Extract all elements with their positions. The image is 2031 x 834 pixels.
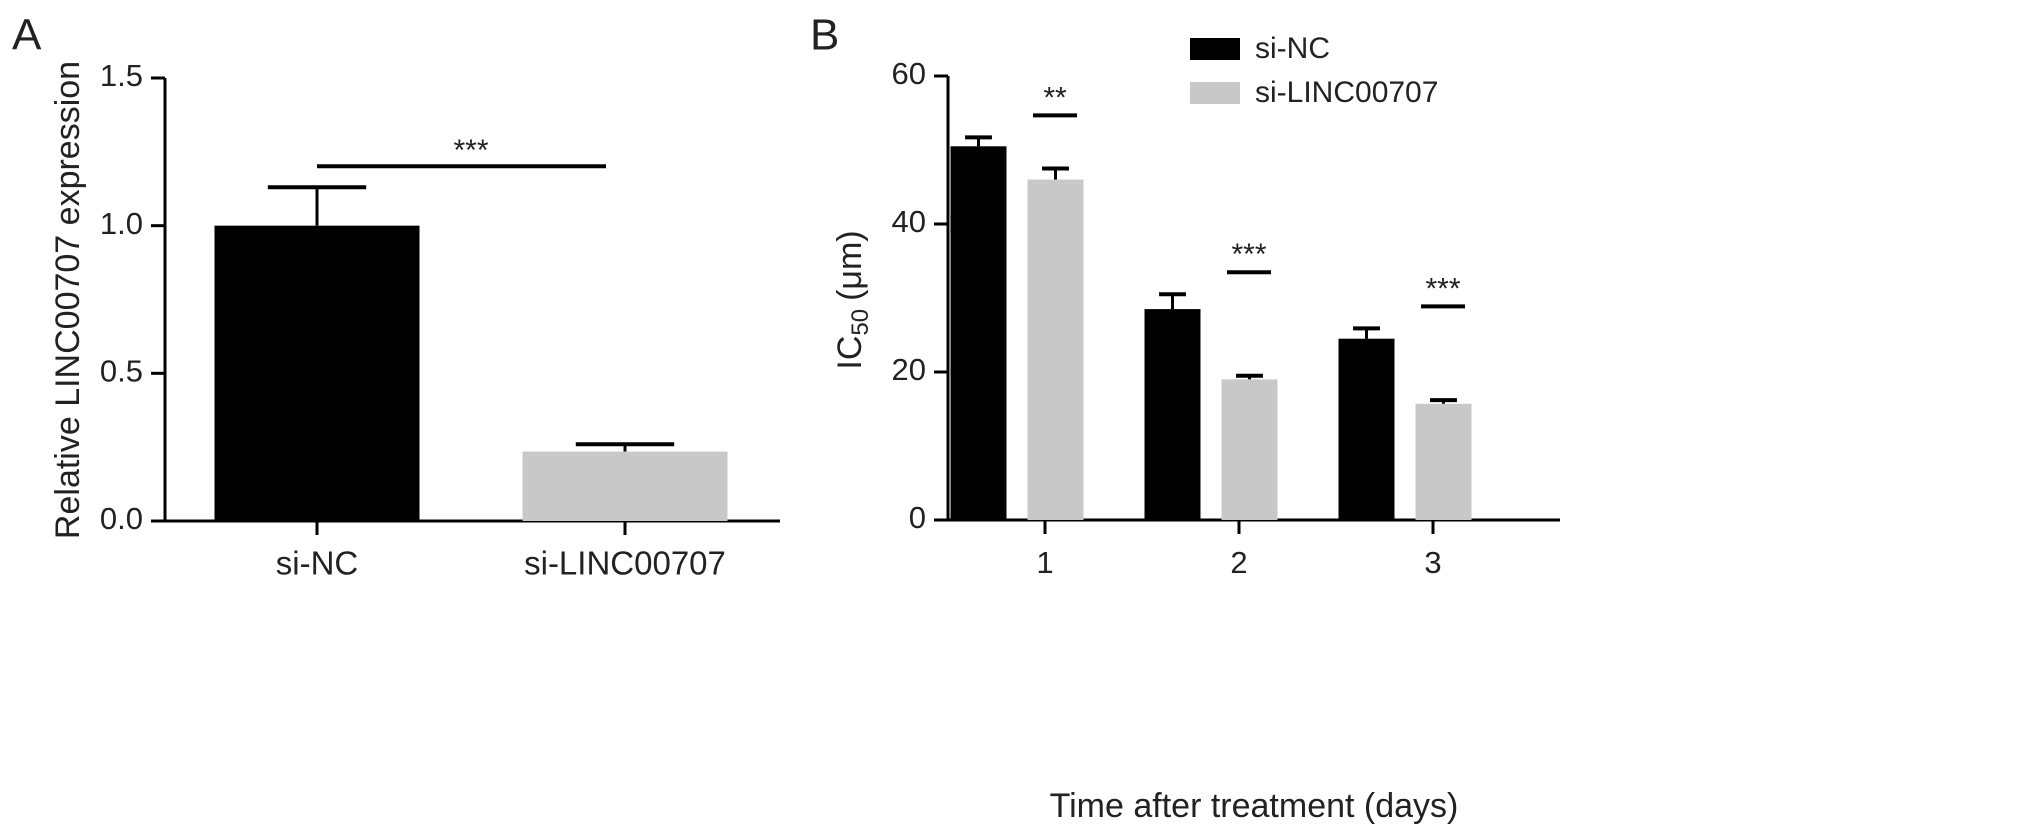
y-tick-label: 60 [892,56,926,91]
x-tick-label: 3 [1424,545,1441,580]
legend-swatch [1190,38,1240,60]
x-tick-label: si-NC [276,545,358,582]
x-tick-label: 1 [1036,545,1053,580]
significance-label: *** [453,134,488,167]
legend-swatch [1190,82,1240,104]
bar [1027,179,1084,520]
bar [1415,403,1472,520]
y-axis-title-main: IC [831,336,869,370]
bar [950,146,1007,521]
bar [1221,379,1278,520]
y-tick-label: 0 [909,500,926,535]
legend-label: si-LINC00707 [1255,76,1438,109]
bar [214,225,420,521]
legend-label: si-NC [1255,32,1330,65]
bar [1144,309,1201,520]
panel-label: A [12,11,42,60]
bar [1338,338,1395,520]
x-tick-label: si-LINC00707 [524,545,726,582]
y-axis-title: Relative LINC00707 expression [49,61,87,539]
y-tick-label: 0.5 [100,354,143,389]
y-axis-title-unit: (μm) [831,230,869,301]
panel-label: B [810,11,839,60]
x-tick-label: 2 [1230,545,1247,580]
significance-label: *** [1425,272,1460,305]
y-axis-title: IC50 (μm) [831,230,874,369]
bar [522,451,728,521]
significance-label: ** [1043,81,1067,114]
x-axis-title: Time after treatment (days) [1050,787,1459,825]
y-tick-label: 1.5 [100,58,143,93]
y-tick-label: 40 [892,204,926,239]
significance-label: *** [1231,238,1266,271]
y-tick-label: 20 [892,352,926,387]
y-tick-label: 0.0 [100,501,143,536]
y-axis-title-sub: 50 [847,309,874,336]
y-tick-label: 1.0 [100,206,143,241]
